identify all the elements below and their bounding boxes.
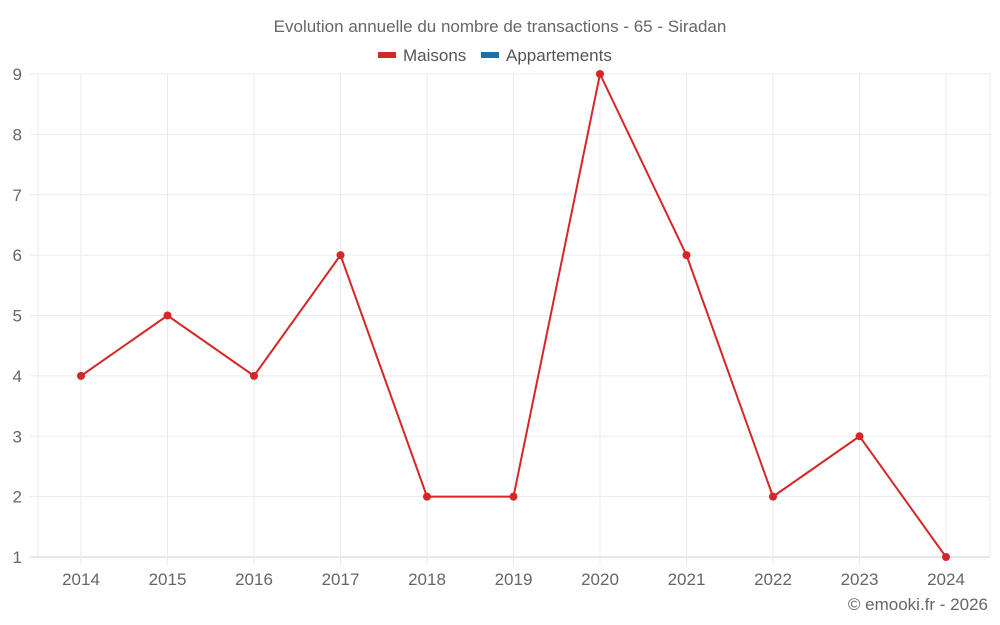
grid <box>30 73 991 565</box>
credit-text: © emooki.fr - 2026 <box>848 595 988 614</box>
data-point[interactable] <box>77 371 85 380</box>
x-tick-label: 2014 <box>62 570 100 589</box>
x-tick-label: 2023 <box>841 570 879 589</box>
legend-item-appartements[interactable]: Appartements <box>481 46 612 65</box>
data-point[interactable] <box>336 251 345 260</box>
legend-label: Maisons <box>403 46 466 65</box>
series-layer <box>77 70 950 561</box>
data-point[interactable] <box>769 492 777 501</box>
y-tick-label: 4 <box>13 367 22 386</box>
y-tick-label: 1 <box>13 548 22 567</box>
x-tick-label: 2024 <box>927 570 965 589</box>
y-tick-label: 6 <box>13 246 22 265</box>
data-point[interactable] <box>163 311 172 320</box>
x-tick-label: 2017 <box>322 570 360 589</box>
y-tick-label: 3 <box>13 427 22 446</box>
data-point[interactable] <box>855 432 864 441</box>
y-axis: 1 2 3 4 5 6 7 8 9 <box>13 65 22 567</box>
data-point[interactable] <box>509 492 518 501</box>
legend: Maisons Appartements <box>378 46 612 65</box>
data-point[interactable] <box>596 70 604 78</box>
x-tick-label: 2018 <box>408 570 446 589</box>
x-tick-label: 2019 <box>495 570 533 589</box>
data-point[interactable] <box>682 251 691 260</box>
legend-swatch-icon <box>481 52 499 58</box>
y-tick-label: 9 <box>13 65 22 84</box>
legend-swatch-icon <box>378 52 396 58</box>
data-point[interactable] <box>423 492 431 501</box>
legend-label: Appartements <box>506 46 612 65</box>
x-tick-label: 2020 <box>581 570 619 589</box>
x-tick-label: 2021 <box>668 570 706 589</box>
y-tick-label: 2 <box>13 488 22 507</box>
legend-item-maisons[interactable]: Maisons <box>378 46 466 65</box>
chart-title: Evolution annuelle du nombre de transact… <box>274 17 727 36</box>
y-tick-label: 7 <box>13 186 22 205</box>
x-tick-label: 2022 <box>754 570 792 589</box>
data-point[interactable] <box>942 553 950 561</box>
y-tick-label: 5 <box>13 307 22 326</box>
x-axis: 2014 2015 2016 2017 2018 2019 2020 2021 2022 2023… <box>62 570 965 589</box>
data-point[interactable] <box>250 371 258 380</box>
y-tick-label: 8 <box>13 125 22 144</box>
x-tick-label: 2016 <box>235 570 273 589</box>
x-tick-label: 2015 <box>149 570 187 589</box>
